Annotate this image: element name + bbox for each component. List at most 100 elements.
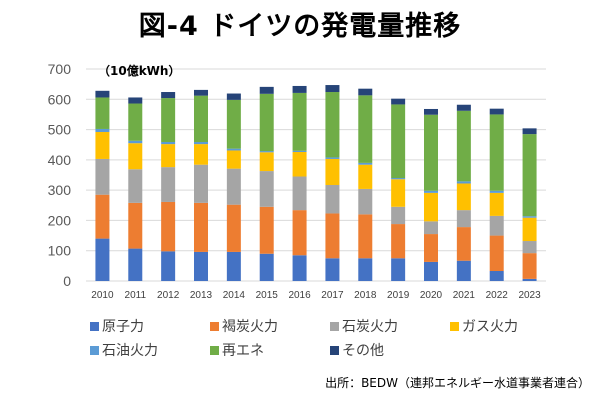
bar-segment-2012-5	[161, 98, 176, 142]
bar-segment-2013-2	[194, 164, 208, 203]
bar-segment-2012-1	[161, 201, 176, 252]
chart-title: 図-4 ドイツの発電量推移	[138, 11, 462, 42]
legend-swatch	[450, 321, 459, 331]
bar-segment-2011-3	[128, 143, 143, 170]
legend-swatch	[210, 345, 219, 355]
y-tick-label: 500	[48, 122, 72, 138]
bar-segment-2010-6	[95, 90, 110, 98]
legend-item: 原子力	[90, 316, 144, 336]
y-tick-label: 600	[48, 91, 72, 107]
bar-stack-2023	[522, 128, 537, 281]
source-note: 出所：BEDW（連邦エネルギー水道事業者連合）	[325, 376, 590, 390]
x-tick-label: 2022	[486, 290, 509, 301]
legend-item: その他	[330, 340, 384, 360]
legend-swatch	[90, 345, 99, 355]
bar-segment-2019-3	[391, 179, 406, 207]
x-tick-label: 2014	[223, 290, 246, 301]
unit-label: （10億kWh）	[98, 63, 180, 78]
y-tick-label: 400	[48, 152, 72, 168]
bars	[95, 85, 537, 281]
bar-segment-2014-5	[226, 99, 241, 149]
x-tick-label: 2017	[321, 290, 344, 301]
bar-segment-2019-2	[391, 206, 406, 225]
bar-segment-2022-1	[489, 235, 504, 272]
bar-stack-2022	[489, 108, 504, 281]
bar-segment-2018-1	[358, 214, 373, 259]
x-axis-ticks: 2010 2011 2012 2013 2014 2015 2016 2017 2018 2019…	[91, 290, 541, 301]
y-axis-ticks: 0 100 200 300 400 500 600 700	[48, 61, 72, 289]
bar-segment-2022-2	[489, 215, 504, 236]
bar-segment-2015-4	[259, 151, 274, 153]
bar-segment-2023-1	[522, 253, 537, 279]
bar-segment-2010-3	[95, 131, 110, 159]
bar-segment-2023-0	[522, 278, 537, 281]
legend-item: ガス火力	[450, 316, 518, 336]
bar-segment-2012-6	[161, 92, 176, 99]
bar-segment-2020-5	[424, 114, 438, 191]
bar-segment-2020-3	[424, 192, 438, 222]
bar-segment-2014-1	[226, 204, 241, 252]
legend-label: 石炭火力	[342, 319, 398, 335]
bar-segment-2013-1	[194, 202, 208, 252]
x-tick-label: 2012	[157, 290, 180, 301]
x-tick-label: 2020	[420, 290, 443, 301]
bar-segment-2010-1	[95, 194, 110, 239]
bar-segment-2022-6	[489, 108, 504, 115]
bar-segment-2019-4	[391, 178, 406, 180]
legend-label: 褐炭火力	[222, 319, 278, 335]
bar-segment-2014-0	[226, 251, 241, 281]
bar-segment-2013-3	[194, 144, 208, 165]
bar-segment-2020-6	[424, 108, 438, 115]
bar-segment-2022-0	[489, 271, 504, 281]
legend-label: 石油火力	[102, 343, 158, 359]
bar-segment-2010-5	[95, 97, 110, 129]
bar-stack-2016	[292, 85, 307, 281]
x-tick-label: 2010	[91, 290, 114, 301]
bar-segment-2018-0	[358, 258, 373, 281]
bar-segment-2015-3	[259, 152, 274, 172]
bar-segment-2022-4	[489, 190, 504, 193]
bar-segment-2015-2	[259, 171, 274, 207]
bar-segment-2023-6	[522, 128, 537, 135]
bar-segment-2011-5	[128, 103, 143, 141]
bar-segment-2017-1	[325, 213, 340, 259]
bar-segment-2017-6	[325, 85, 340, 93]
legend-label: ガス火力	[462, 319, 518, 335]
x-tick-label: 2023	[518, 290, 541, 301]
bar-segment-2012-0	[161, 251, 176, 281]
bar-segment-2012-3	[161, 144, 176, 168]
bar-segment-2011-2	[128, 169, 143, 203]
gridlines	[86, 68, 546, 282]
bar-segment-2017-4	[325, 157, 340, 159]
y-tick-label: 200	[48, 212, 72, 228]
bar-segment-2023-3	[522, 217, 537, 242]
bar-segment-2023-5	[522, 134, 537, 217]
bar-segment-2021-6	[456, 104, 471, 111]
bar-stack-2012	[161, 92, 176, 281]
bar-segment-2011-1	[128, 202, 143, 249]
bar-segment-2010-2	[95, 158, 110, 195]
legend-swatch	[90, 321, 99, 331]
bar-segment-2010-0	[95, 238, 110, 281]
bar-segment-2016-4	[292, 150, 307, 152]
bar-segment-2020-4	[424, 190, 438, 193]
bar-stack-2019	[391, 98, 406, 281]
bar-segment-2014-2	[226, 168, 241, 205]
bar-segment-2014-6	[226, 93, 241, 100]
legend-label: その他	[342, 343, 384, 359]
x-tick-label: 2018	[354, 290, 377, 301]
bar-segment-2011-0	[128, 248, 143, 281]
x-tick-label: 2011	[125, 290, 147, 301]
bar-segment-2020-2	[424, 221, 438, 235]
bar-segment-2016-5	[292, 92, 307, 151]
bar-segment-2013-5	[194, 95, 208, 142]
bar-segment-2011-4	[128, 140, 143, 144]
bar-segment-2021-5	[456, 110, 471, 182]
bar-segment-2022-5	[489, 114, 504, 191]
bar-segment-2016-2	[292, 176, 307, 211]
bar-segment-2021-2	[456, 210, 471, 228]
legend-swatch	[210, 321, 219, 331]
bar-segment-2020-0	[424, 261, 438, 281]
bar-stack-2010	[95, 90, 110, 281]
bar-stack-2020	[424, 108, 438, 281]
